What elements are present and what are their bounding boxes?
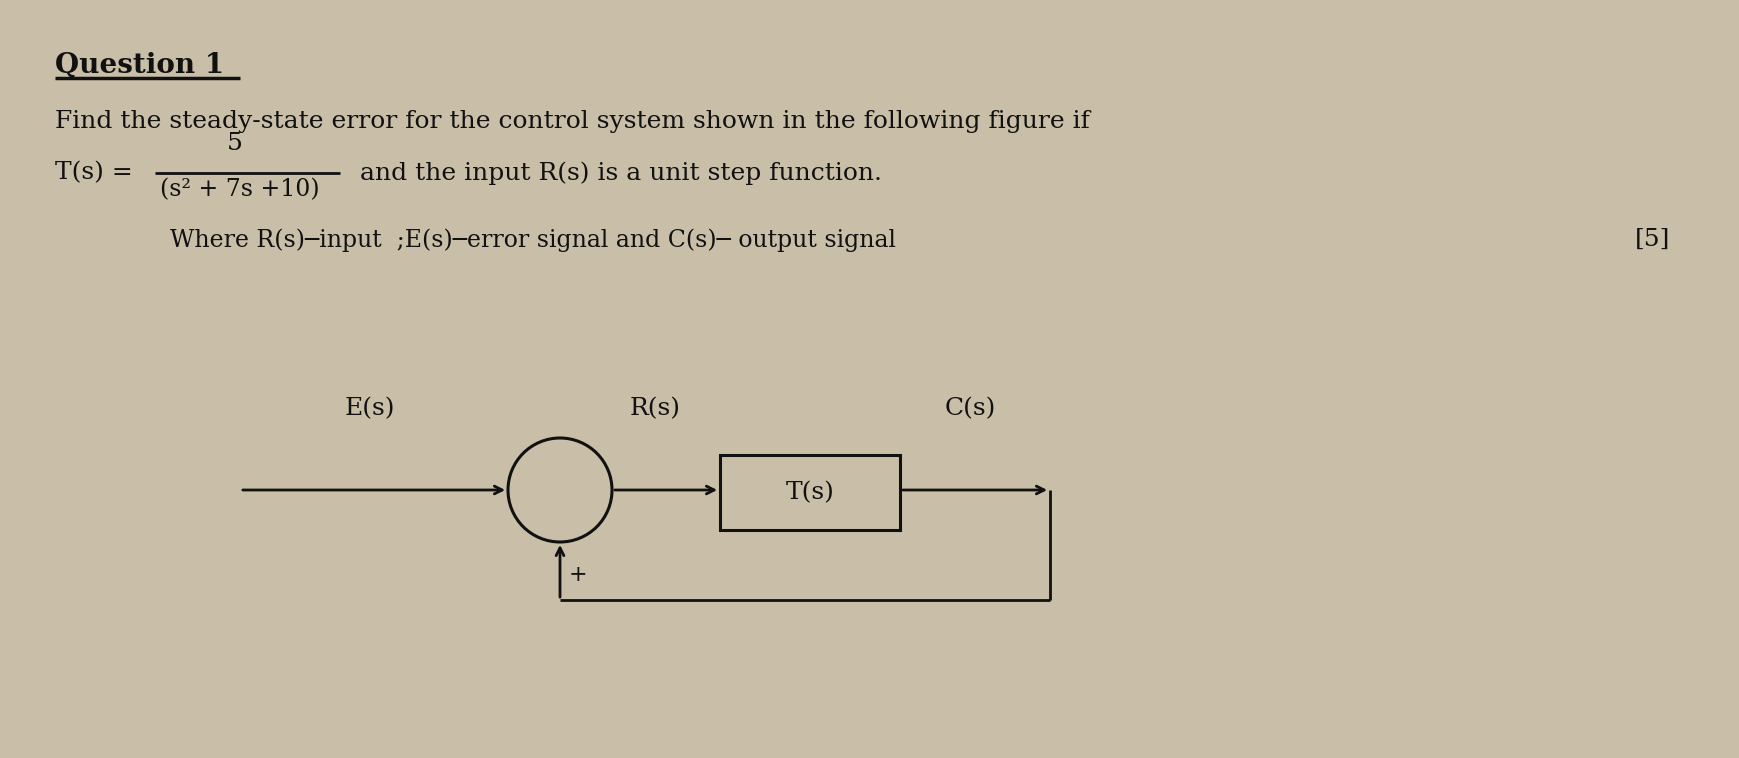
Text: [5]: [5] bbox=[1633, 228, 1669, 251]
Text: E(s): E(s) bbox=[344, 397, 395, 420]
Text: T(s) =: T(s) = bbox=[56, 161, 132, 184]
Text: 5: 5 bbox=[226, 132, 243, 155]
Bar bbox=[720, 455, 899, 530]
Text: Where R(s)─input  ;E(s)─error signal and C(s)─ output signal: Where R(s)─input ;E(s)─error signal and … bbox=[170, 228, 896, 252]
Text: R(s): R(s) bbox=[630, 397, 680, 420]
Text: (s² + 7s +10): (s² + 7s +10) bbox=[160, 178, 320, 201]
Text: Question 1: Question 1 bbox=[56, 52, 224, 79]
Text: Find the steady-state error for the control system shown in the following figure: Find the steady-state error for the cont… bbox=[56, 110, 1089, 133]
Text: T(s): T(s) bbox=[784, 481, 835, 504]
Text: +: + bbox=[569, 564, 588, 586]
Text: and the input R(s) is a unit step function.: and the input R(s) is a unit step functi… bbox=[360, 161, 882, 185]
Text: C(s): C(s) bbox=[944, 397, 995, 420]
